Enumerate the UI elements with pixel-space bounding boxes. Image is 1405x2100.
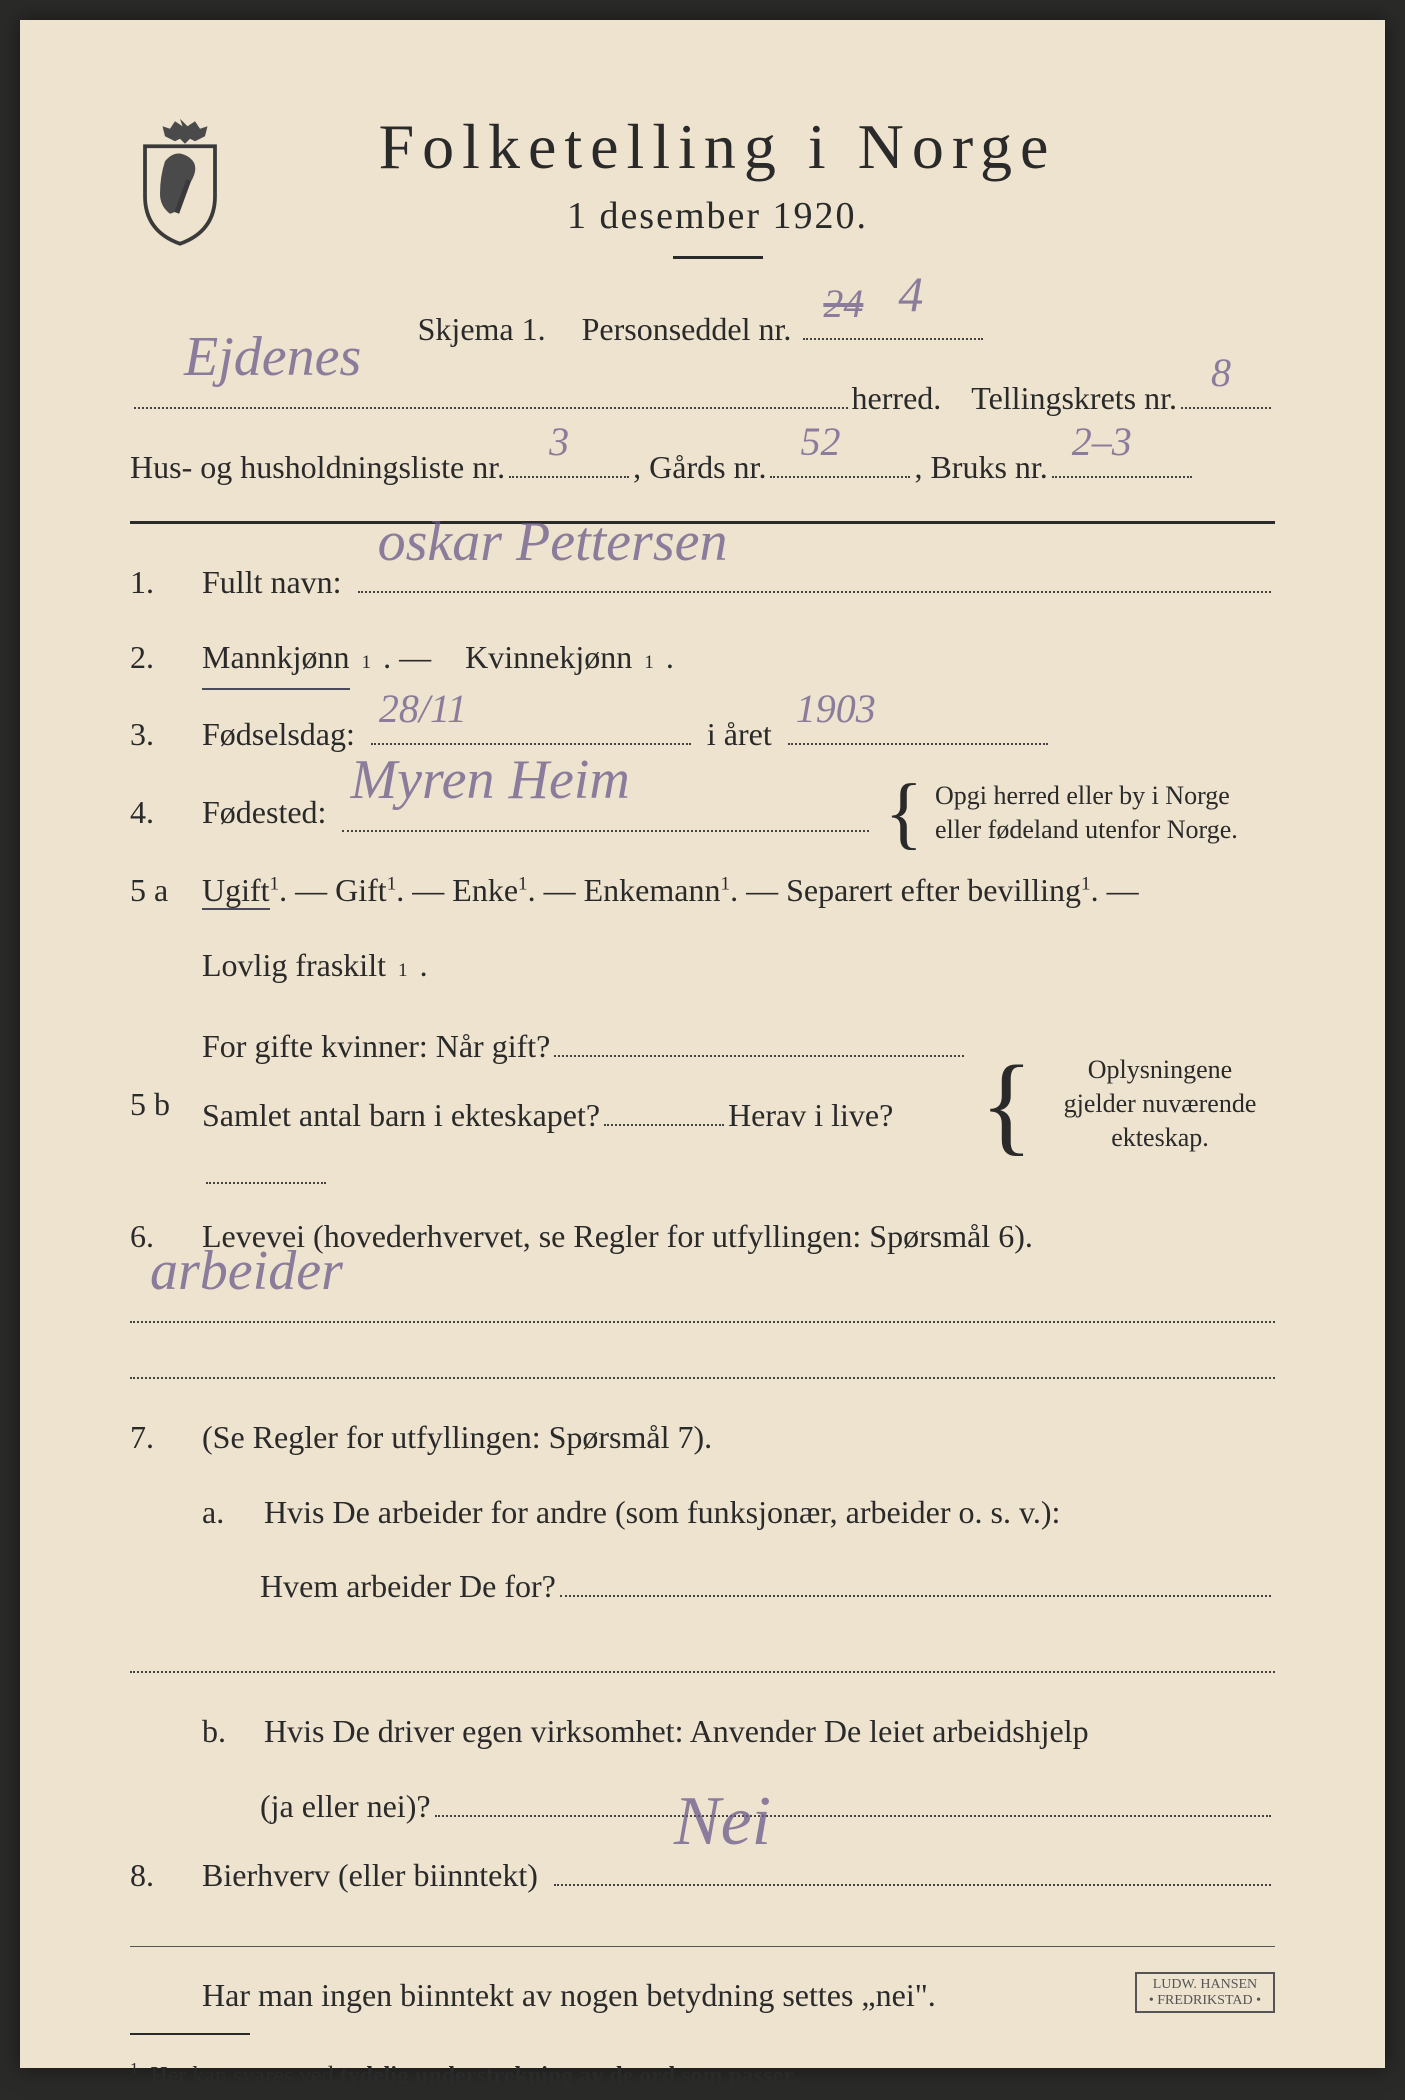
- husliste-field: 3: [509, 439, 629, 477]
- q5b-line1: For gifte kvinner: Når gift?: [202, 1016, 550, 1077]
- q7: 7. (Se Regler for utfyllingen: Spørsmål …: [130, 1407, 1275, 1468]
- q5a-enke: Enke: [452, 872, 518, 908]
- coat-of-arms-icon: [130, 110, 230, 250]
- q8-num: 8.: [130, 1845, 190, 1906]
- q7a-field: [560, 1559, 1271, 1597]
- q5b-live-field: [206, 1146, 326, 1184]
- q3-num: 3.: [130, 704, 190, 765]
- q8-label: Bierhverv (eller biinntekt): [202, 1845, 538, 1906]
- divider-2: [130, 1946, 1275, 1947]
- q7a: a. Hvis De arbeider for andre (som funks…: [202, 1482, 1275, 1543]
- q5b-barn-field: [604, 1087, 724, 1125]
- q4-field: Myren Heim: [342, 793, 868, 831]
- q5b-line2a: Samlet antal barn i ekteskapet?: [202, 1085, 600, 1146]
- q4-label: Fødested:: [202, 782, 326, 843]
- census-form-page: Folketelling i Norge 1 desember 1920. Sk…: [20, 20, 1385, 2068]
- main-title: Folketelling i Norge: [260, 110, 1175, 184]
- q7b-line1: Hvis De driver egen virksomhet: Anvender…: [264, 1701, 1089, 1762]
- tellingskrets-value: 8: [1211, 335, 1231, 411]
- tail-note: Har man ingen biinntekt av nogen betydni…: [202, 1965, 936, 2026]
- q2-mann: Mannkjønn: [202, 627, 350, 690]
- q5b: 5 b For gifte kvinner: Når gift? Samlet …: [130, 1016, 1275, 1192]
- gards-field: 52: [770, 439, 910, 477]
- q7a-line2: Hvem arbeider De for?: [260, 1556, 556, 1617]
- herred-field: Ejdenes: [134, 370, 848, 408]
- q3-mid: i året: [707, 704, 772, 765]
- q7b-line2: (ja eller nei)?: [260, 1776, 431, 1837]
- q6-field: arbeider: [130, 1295, 1275, 1323]
- herred-label: herred.: [852, 368, 942, 429]
- q7a-num: a.: [202, 1482, 252, 1543]
- personseddel-struck: 24: [823, 266, 863, 342]
- footnote-rule: [130, 2033, 250, 2035]
- q1-label: Fullt navn:: [202, 552, 342, 613]
- q3: 3. Fødselsdag: 28/11 i året 1903: [130, 704, 1275, 765]
- q5b-note: Oplysningene gjelder nuværende ekteskap.: [1045, 1053, 1275, 1154]
- skjema-label: Skjema 1.: [418, 299, 546, 360]
- q7a-line1: Hvis De arbeider for andre (som funksjon…: [264, 1482, 1060, 1543]
- q2: 2. Mannkjønn1. — Kvinnekjønn1.: [130, 627, 1275, 690]
- personseddel-value: 4: [898, 247, 923, 342]
- gards-value: 52: [800, 404, 840, 480]
- title-block: Folketelling i Norge 1 desember 1920.: [260, 110, 1275, 259]
- q5b-gift-field: [554, 1019, 964, 1057]
- q6-field-2: [130, 1351, 1275, 1379]
- footnote: 1 Her kan svares ved tydelig understrekn…: [130, 2053, 1275, 2100]
- q7-label: (Se Regler for utfyllingen: Spørsmål 7).: [202, 1407, 712, 1468]
- brace-icon: {: [885, 789, 923, 837]
- q2-kvinne: Kvinnekjønn: [465, 627, 632, 688]
- q5a: 5 a Ugift1. — Gift1. — Enke1. — Enkemann…: [130, 860, 1275, 921]
- q7-num: 7.: [130, 1407, 190, 1468]
- q4-note: Opgi herred eller by i Norge eller fødel…: [935, 779, 1275, 847]
- q7b: b. Hvis De driver egen virksomhet: Anven…: [202, 1701, 1275, 1762]
- personseddel-field: 24 4: [803, 302, 983, 340]
- q7b-field: [435, 1779, 1271, 1817]
- q1-num: 1.: [130, 552, 190, 613]
- bruks-label: , Bruks nr.: [914, 437, 1047, 498]
- q4-num: 4.: [130, 782, 190, 843]
- q5a-lovlig: Lovlig fraskilt: [202, 935, 386, 996]
- bruks-field: 2–3: [1052, 439, 1192, 477]
- q5b-num: 5 b: [130, 1074, 190, 1135]
- q3-label: Fødselsdag:: [202, 704, 355, 765]
- husliste-value: 3: [549, 404, 569, 480]
- q7a-field-2: [130, 1645, 1275, 1673]
- q2-num: 2.: [130, 627, 190, 688]
- q7a-line2-row: Hvem arbeider De for?: [260, 1556, 1275, 1617]
- q5b-line2b: Herav i live?: [728, 1085, 893, 1146]
- tail-note-row: Har man ingen biinntekt av nogen betydni…: [202, 1965, 1275, 2026]
- subtitle: 1 desember 1920.: [260, 194, 1175, 238]
- q8-value: Nei: [674, 1755, 771, 1888]
- q5a-separert: Separert efter bevilling: [786, 872, 1081, 908]
- q4: 4. Fødested: Myren Heim { Opgi herred el…: [130, 779, 1275, 847]
- form-area: Skjema 1. Personseddel nr. 24 4 Ejdenes …: [130, 299, 1275, 2100]
- title-rule: [673, 256, 763, 259]
- tellingskrets-field: 8: [1181, 370, 1271, 408]
- q6-value: arbeider: [150, 1218, 343, 1324]
- q5a-gift: Gift: [335, 872, 387, 908]
- printer-stamp: LUDW. HANSEN • FREDRIKSTAD •: [1135, 1972, 1275, 2013]
- bruks-value: 2–3: [1072, 404, 1132, 480]
- brace-icon: {: [980, 1071, 1033, 1137]
- q5a-num: 5 a: [130, 860, 190, 921]
- q1: 1. Fullt navn: oskar Pettersen: [130, 552, 1275, 613]
- q5a-ugift: Ugift: [202, 872, 270, 910]
- q5a-enkemann: Enkemann: [584, 872, 721, 908]
- q3-year-value: 1903: [796, 671, 876, 747]
- q8-field: Nei: [554, 1847, 1271, 1885]
- herred-value: Ejdenes: [184, 304, 361, 410]
- personseddel-label: Personseddel nr.: [582, 299, 792, 360]
- q3-year-field: 1903: [788, 707, 1048, 745]
- q7b-num: b.: [202, 1701, 252, 1762]
- q5a-line2: Lovlig fraskilt1.: [130, 935, 1275, 996]
- q4-value: Myren Heim: [350, 727, 629, 833]
- q1-field: oskar Pettersen: [358, 555, 1271, 593]
- q1-value: oskar Pettersen: [378, 489, 728, 595]
- q8: 8. Bierhverv (eller biinntekt) Nei: [130, 1845, 1275, 1906]
- header: Folketelling i Norge 1 desember 1920.: [130, 110, 1275, 259]
